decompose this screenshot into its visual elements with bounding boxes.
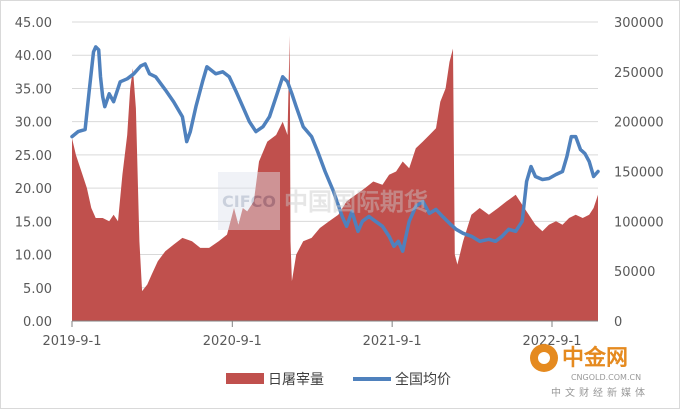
y-right-tick-label: 300000 [614, 16, 664, 31]
y-left-tick-label: 25.00 [15, 149, 52, 164]
brand-logo: 中金网 CNGOLD.COM.CN 中文财经新媒体 [530, 344, 649, 399]
x-tick-label: 2021-9-1 [363, 334, 422, 349]
price-line [70, 45, 600, 253]
legend-swatch-slaughter [226, 373, 264, 384]
y-left-tick-label: 35.00 [15, 82, 52, 97]
legend-label-slaughter: 日屠宰量 [268, 372, 324, 388]
watermark-logo-text: CIFCO [222, 192, 276, 211]
watermark-text: 中国国际期货 [284, 188, 428, 216]
watermark-logo-box [218, 172, 280, 230]
y-left-tick-label: 45.00 [15, 16, 52, 31]
x-tick-label: 2020-9-1 [203, 334, 262, 349]
y-left-tick-label: 30.00 [15, 116, 52, 131]
y-right-tick-label: 100000 [614, 215, 664, 230]
x-tick-label: 2022-9-1 [523, 334, 582, 349]
price-line-series [70, 45, 600, 253]
slaughter-area-series [72, 35, 598, 322]
y-right-tick-label: 50000 [614, 265, 655, 280]
y-right-tick-label: 0 [614, 315, 622, 330]
axes [71, 320, 598, 327]
y-right-tick-label: 200000 [614, 116, 664, 131]
y-left-tick-label: 20.00 [15, 182, 52, 197]
y-right-tick-label: 150000 [614, 166, 664, 181]
x-tick-label: 2019-9-1 [42, 334, 101, 349]
legend: 日屠宰量 全国均价 [226, 371, 451, 388]
tick-labels: 0.00 5.00 10.00 15.00 20.00 25.00 30.00 35.00 40… [15, 16, 664, 349]
y-left-tick-label: 15.00 [15, 215, 52, 230]
legend-label-price: 全国均价 [395, 371, 451, 388]
y-left-tick-label: 5.00 [23, 282, 52, 297]
brand-domain: CNGOLD.COM.CN [571, 373, 641, 382]
y-left-tick-label: 10.00 [15, 249, 52, 264]
y-left-tick-label: 40.00 [15, 49, 52, 64]
y-left-tick-label: 0.00 [23, 315, 52, 330]
y-right-tick-label: 250000 [614, 66, 664, 81]
slaughter-area [72, 35, 598, 322]
brand-name: 中金网 [562, 345, 628, 371]
brand-logo-icon-inner [538, 352, 550, 364]
watermark: CIFCO 中国国际期货 [218, 172, 428, 230]
brand-slogan: 中文财经新媒体 [551, 386, 649, 399]
